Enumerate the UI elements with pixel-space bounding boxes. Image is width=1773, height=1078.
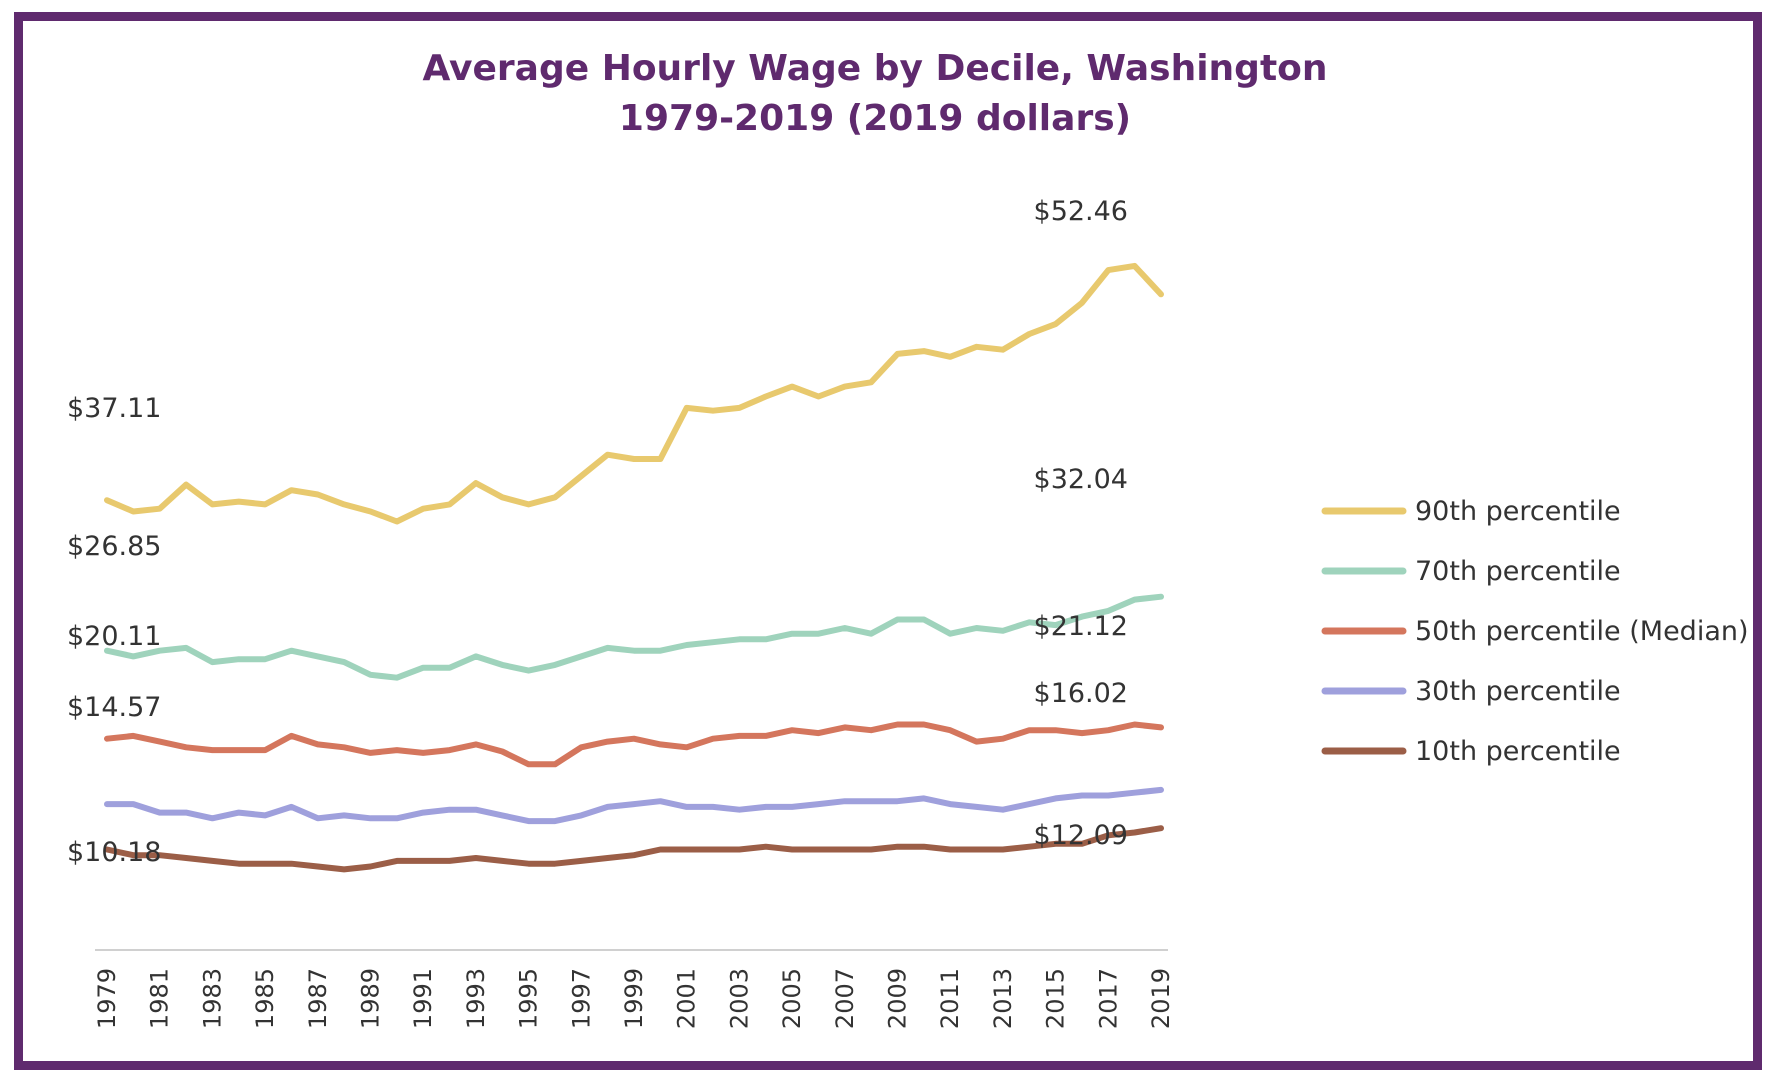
x-tick-label: 2019 (1147, 968, 1175, 1029)
x-tick-label: 2011 (936, 968, 964, 1029)
x-tick-label: 1979 (93, 968, 121, 1029)
series-line-50th-percentile-median (104, 721, 1164, 768)
start-value-label: $37.11 (67, 393, 161, 424)
line-chart: Average Hourly Wage by Decile, Washingto… (67, 48, 1749, 1029)
end-value-label: $32.04 (1034, 464, 1128, 495)
x-tick-label: 2017 (1094, 968, 1122, 1029)
end-value-label: $16.02 (1034, 678, 1128, 709)
start-value-label: $10.18 (67, 837, 161, 868)
chart-title: Average Hourly Wage by Decile, Washingto… (422, 48, 1327, 89)
data-labels: $37.11 $52.46 $26.85 $32.04 $20.11 $21.12 $14.… (67, 196, 1128, 868)
start-value-label: $26.85 (67, 531, 161, 562)
x-tick-label: 1993 (462, 968, 490, 1029)
chart-subtitle: 1979-2019 (2019 dollars) (619, 98, 1131, 139)
legend-label: 50th percentile (Median) (1415, 616, 1749, 647)
start-value-label: $20.11 (67, 621, 161, 652)
x-tick-label: 1991 (409, 968, 437, 1029)
chart-frame: Average Hourly Wage by Decile, Washingto… (14, 12, 1762, 1070)
x-tick-label: 2015 (1042, 968, 1070, 1029)
legend-label: 70th percentile (1415, 556, 1621, 587)
x-tick-label: 1997 (567, 968, 595, 1029)
x-tick-label: 1995 (515, 968, 543, 1029)
x-tick-label: 2009 (884, 968, 912, 1029)
series-line-10th-percentile (104, 825, 1164, 873)
x-tick-label: 2013 (989, 968, 1017, 1029)
series-line-30th-percentile (104, 786, 1164, 825)
start-value-label: $14.57 (67, 692, 161, 723)
x-tick-label: 1985 (251, 968, 279, 1029)
x-tick-label: 1999 (620, 968, 648, 1029)
end-value-label: $52.46 (1034, 196, 1128, 227)
legend-label: 10th percentile (1415, 736, 1621, 767)
end-value-label: $12.09 (1034, 820, 1128, 851)
series-lines (104, 262, 1164, 873)
legend-label: 30th percentile (1415, 676, 1621, 707)
x-tick-label: 2005 (778, 968, 806, 1029)
series-line-70th-percentile (104, 593, 1164, 681)
end-value-label: $21.12 (1034, 611, 1128, 642)
x-tick-label: 1983 (198, 968, 226, 1029)
x-tick-label: 1981 (146, 968, 174, 1029)
x-axis-ticks: 1979 1981 1983 1985 1987 1989 1991 1993 1995 1997… (93, 968, 1175, 1029)
legend-label: 90th percentile (1415, 496, 1621, 527)
x-tick-label: 2003 (725, 968, 753, 1029)
series-line-90th-percentile (104, 262, 1164, 525)
x-tick-label: 1989 (357, 968, 385, 1029)
x-tick-label: 2007 (831, 968, 859, 1029)
x-tick-label: 2001 (673, 968, 701, 1029)
x-tick-label: 1987 (304, 968, 332, 1029)
legend: 90th percentile 70th percentile 50th perce… (1321, 496, 1749, 767)
